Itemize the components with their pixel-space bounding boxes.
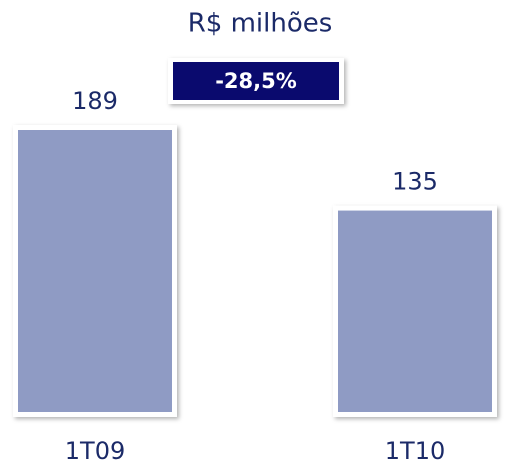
value-label: 189 — [72, 87, 118, 115]
bar — [338, 210, 492, 412]
x-tick-label: 1T10 — [385, 437, 445, 465]
chart-subtitle: R$ milhões — [188, 9, 333, 39]
bar — [18, 130, 172, 412]
annotation-box — [173, 62, 339, 100]
annotation: -28,5% — [215, 69, 297, 93]
value-label: 135 — [392, 168, 438, 196]
x-tick-label: 1T09 — [65, 437, 125, 465]
